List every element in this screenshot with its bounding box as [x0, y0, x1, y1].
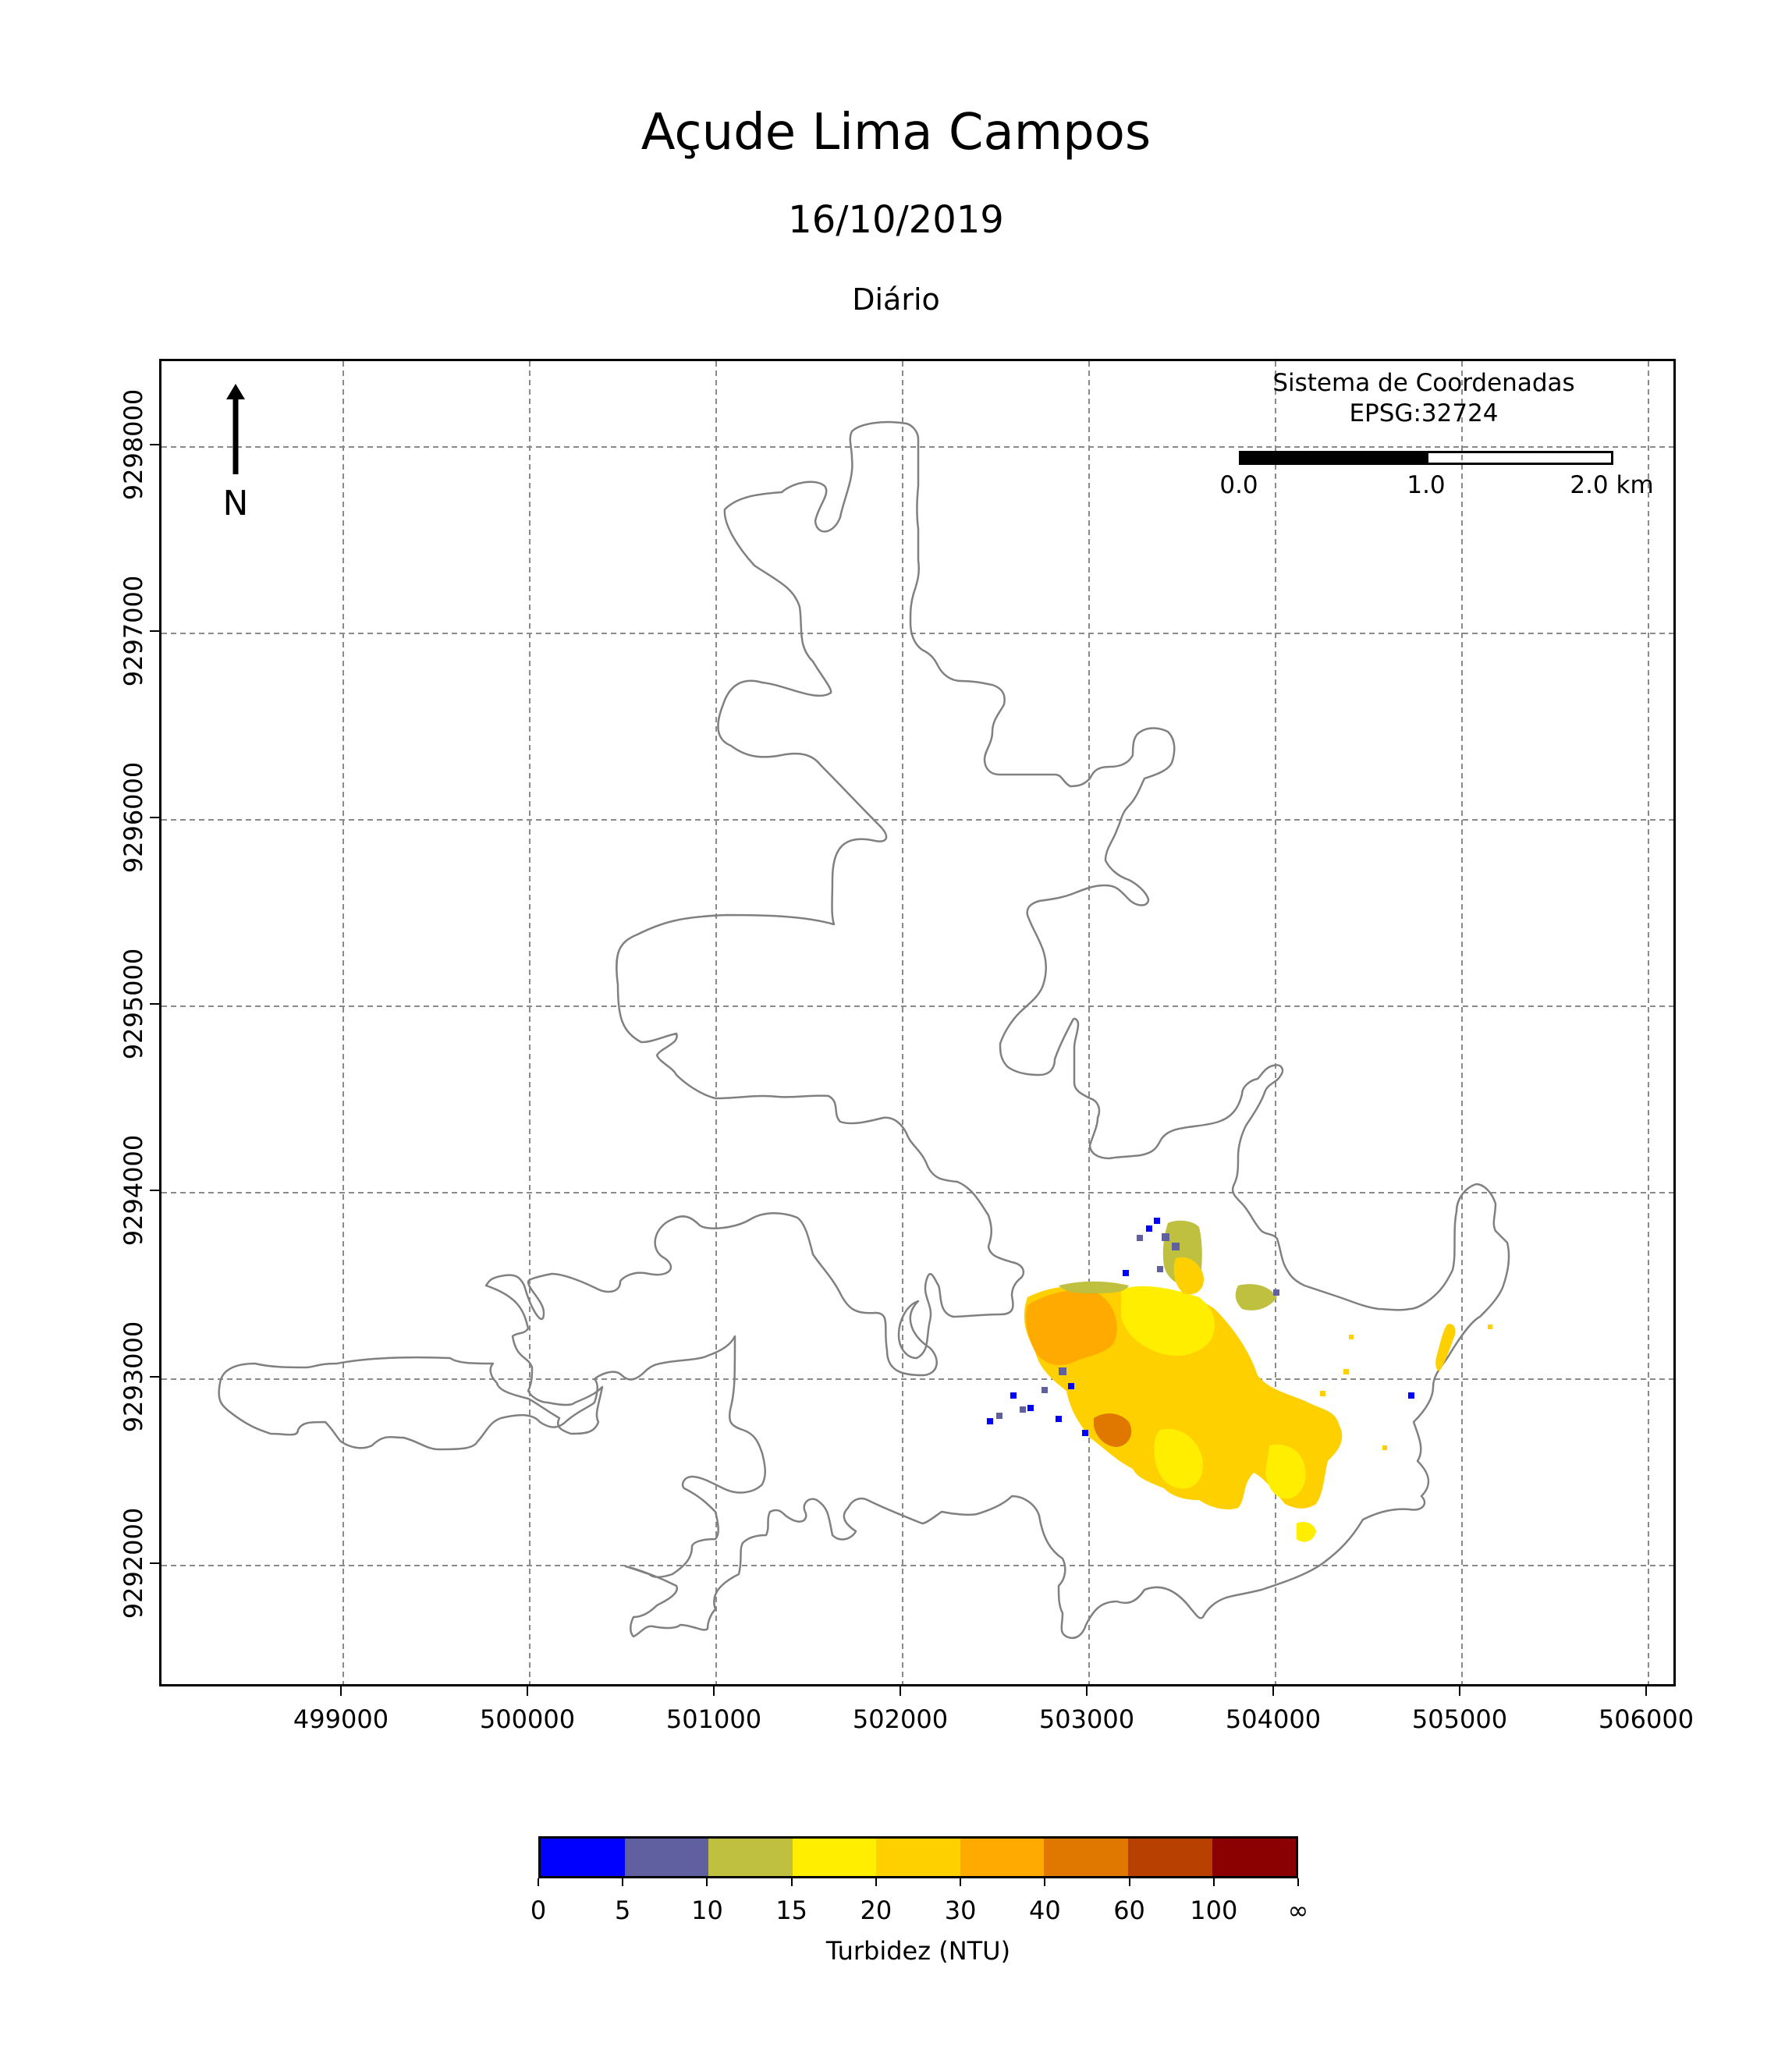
- colorbar-tick-label: 10: [691, 1896, 723, 1925]
- map-canvas: [161, 361, 1673, 1684]
- colorbar-tick-label: 5: [615, 1896, 631, 1925]
- x-tick-label: 505000: [1411, 1704, 1508, 1734]
- colorbar-tickmark: [538, 1878, 539, 1886]
- x-tickmark: [900, 1686, 901, 1696]
- x-tickmark: [340, 1686, 342, 1696]
- colorbar-tickmark: [875, 1878, 877, 1886]
- colorbar-tick-label: 0: [530, 1896, 547, 1925]
- x-tickmark: [1086, 1686, 1088, 1696]
- north-arrow-label: N: [222, 484, 249, 523]
- colorbar-tickmark: [622, 1878, 624, 1886]
- map-date: 16/10/2019: [788, 198, 1004, 242]
- turbidity-15-20-north: [1121, 1286, 1215, 1356]
- colorbar-tickmark: [1212, 1878, 1215, 1886]
- turbidity-pixels: [987, 1218, 1492, 1542]
- map-period: Diário: [852, 282, 940, 317]
- colorbar-tick-label: 30: [944, 1896, 977, 1925]
- colorbar-tickmark: [1297, 1878, 1299, 1886]
- colorbar-tickmark: [790, 1878, 793, 1886]
- reservoir-outline: [218, 420, 1510, 1640]
- colorbar-tick-label: 20: [860, 1896, 892, 1925]
- x-tick-label: 502000: [852, 1704, 949, 1734]
- x-tickmark: [1645, 1686, 1647, 1696]
- turbidity-15-20-south: [1154, 1428, 1203, 1489]
- colorbar-swatch-5: [960, 1839, 1045, 1876]
- turbidity-scatter-pixels: [1320, 1325, 1492, 1450]
- y-tick-label: 9296000: [119, 761, 148, 874]
- colorbar-swatch-3: [792, 1839, 877, 1876]
- colorbar-swatch-6: [1044, 1839, 1128, 1876]
- x-tickmark: [713, 1686, 715, 1696]
- x-tick-label: 500000: [479, 1704, 576, 1734]
- scale-label-0: 0.0: [1219, 471, 1258, 499]
- y-tick-label: 9297000: [119, 575, 148, 687]
- map-title: Açude Lima Campos: [641, 104, 1151, 161]
- x-tickmark: [1272, 1686, 1274, 1696]
- turbidity-east-strip: [1435, 1324, 1456, 1371]
- colorbar-tick-label: 15: [775, 1896, 808, 1925]
- y-tick-label: 9294000: [119, 1134, 148, 1247]
- colorbar-tick-label: 100: [1190, 1896, 1238, 1925]
- colorbar-tickmark: [1128, 1878, 1130, 1886]
- colorbar-tickmark: [706, 1878, 708, 1886]
- scale-label-2: 2.0 km: [1570, 471, 1654, 499]
- y-tick-label: 9298000: [119, 388, 148, 501]
- colorbar-tick-label: 40: [1028, 1896, 1061, 1925]
- turbidity-5-10-pixels: [996, 1233, 1279, 1419]
- colorbar-swatch-2: [708, 1839, 793, 1876]
- colorbar-swatch-4: [876, 1839, 960, 1876]
- colorbar-tick-label: ∞: [1287, 1896, 1309, 1925]
- scale-bar: [1239, 451, 1613, 465]
- y-tickmark: [150, 1562, 159, 1564]
- y-tick-label: 9292000: [119, 1507, 148, 1619]
- turbidity-0-5-pixels: [987, 1218, 1414, 1436]
- turbidity-10-15-right: [1235, 1284, 1277, 1310]
- y-tickmark: [150, 444, 159, 445]
- colorbar-swatch-8: [1212, 1839, 1297, 1876]
- x-tick-label: 503000: [1038, 1704, 1135, 1734]
- north-arrow-icon: [226, 384, 245, 474]
- x-tick-label: 499000: [293, 1704, 389, 1734]
- turbidity-15-20-east: [1265, 1444, 1306, 1499]
- crs-code: EPSG:32724: [1349, 399, 1499, 427]
- colorbar-title: Turbidez (NTU): [825, 1936, 1011, 1966]
- map-plot-area: [159, 359, 1676, 1686]
- crs-label: Sistema de Coordenadas: [1272, 369, 1575, 397]
- y-tickmark: [150, 1190, 159, 1191]
- turbidity-30-40-west: [1026, 1289, 1117, 1365]
- x-tickmark: [1459, 1686, 1460, 1696]
- y-tickmark: [150, 630, 159, 632]
- x-tick-label: 506000: [1598, 1704, 1694, 1734]
- y-tickmark: [150, 1376, 159, 1378]
- y-tick-label: 9293000: [119, 1321, 148, 1433]
- turbidity-20-30-arm: [1173, 1257, 1204, 1295]
- turbidity-40-60-patch: [1094, 1413, 1132, 1447]
- y-tickmark: [150, 1003, 159, 1005]
- scale-bar-black-segment: [1241, 453, 1428, 463]
- colorbar: [538, 1836, 1298, 1878]
- colorbar-tick-label: 60: [1113, 1896, 1145, 1925]
- colorbar-tickmark: [1044, 1878, 1046, 1886]
- y-tick-label: 9295000: [119, 948, 148, 1060]
- colorbar-swatch-0: [541, 1839, 625, 1876]
- crs-box: Sistema de Coordenadas EPSG:32724: [1225, 368, 1623, 429]
- colorbar-tickmark: [960, 1878, 962, 1886]
- colorbar-swatch-1: [624, 1839, 709, 1876]
- x-tick-label: 501000: [665, 1704, 762, 1734]
- x-tickmark: [527, 1686, 528, 1696]
- x-tick-label: 504000: [1225, 1704, 1322, 1734]
- turbidity-10-15-band: [1059, 1281, 1129, 1293]
- y-tickmark: [150, 817, 159, 818]
- north-arrow: [220, 382, 251, 523]
- scale-label-1: 1.0: [1407, 471, 1446, 499]
- turbidity-15-20-tail: [1297, 1522, 1316, 1542]
- colorbar-swatch-7: [1127, 1839, 1212, 1876]
